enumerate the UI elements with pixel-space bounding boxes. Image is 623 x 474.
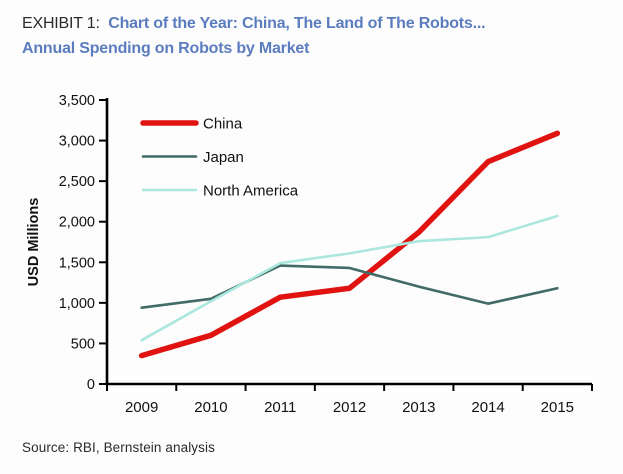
series-line-north-america	[140, 214, 559, 342]
x-tick-label: 2013	[402, 399, 435, 416]
x-tick-label: 2009	[125, 399, 158, 416]
series-line-china	[138, 130, 561, 359]
x-tick-label: 2012	[333, 399, 366, 416]
series-line-japan	[140, 264, 559, 310]
y-tick-label: 0	[87, 377, 95, 393]
y-tick-label: 500	[71, 336, 95, 352]
y-tick-label: 3,500	[59, 93, 95, 109]
y-tick-label: 1,000	[59, 296, 95, 312]
y-tick-label: 2,500	[59, 174, 95, 190]
legend-label-japan: Japan	[203, 149, 244, 166]
chart-title: EXHIBIT 1: Chart of the Year: China, The…	[22, 11, 612, 61]
source-note: Source: RBI, Bernstein analysis	[22, 440, 215, 455]
x-tick-label: 2015	[541, 399, 574, 416]
x-tick-label: 2011	[264, 399, 296, 416]
exhibit-label: EXHIBIT 1:	[22, 15, 100, 32]
y-tick-label: 3,000	[59, 134, 95, 150]
x-tick-label: 2014	[471, 399, 504, 416]
chart-title-line1: Chart of the Year: China, The Land of Th…	[108, 15, 486, 32]
x-tick-label: 2010	[194, 399, 227, 416]
y-axis-title: USD Millions	[26, 198, 42, 287]
chart-title-line2: Annual Spending on Robots by Market	[22, 40, 310, 57]
legend-label-north-america: North America	[203, 183, 299, 200]
legend-label-china: China	[203, 116, 243, 133]
y-tick-label: 1,500	[59, 255, 95, 271]
y-tick-label: 2,000	[59, 215, 95, 231]
